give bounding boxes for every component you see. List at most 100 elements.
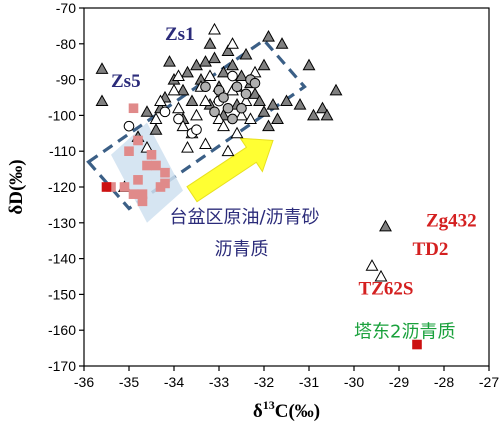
- data-point-triangle: [365, 259, 379, 271]
- data-point-triangle: [217, 119, 230, 132]
- data-point-triangle: [203, 37, 217, 49]
- data-point-triangle: [329, 83, 343, 96]
- x-axis-title: δ13C(‰): [253, 398, 320, 422]
- data-point-square: [412, 339, 422, 350]
- data-point-circle: [240, 88, 252, 100]
- data-point-triangle: [374, 269, 388, 282]
- annotation-label: 塔东2沥青质: [354, 321, 455, 342]
- data-point-square: [160, 167, 170, 178]
- x-tick-label: -35: [119, 374, 139, 390]
- data-point-triangle: [181, 65, 194, 78]
- data-point-circle: [249, 77, 261, 89]
- y-tick-label: -110: [49, 143, 76, 159]
- data-point-triangle: [235, 108, 248, 121]
- x-axis-title-suffix: C(‰): [275, 401, 320, 422]
- data-point-triangle: [221, 144, 235, 157]
- data-point-triangle: [208, 22, 221, 35]
- data-point-triangle: [320, 108, 334, 121]
- data-point-square: [124, 146, 134, 156]
- y-tick-label: -70: [56, 0, 76, 16]
- data-point-triangle: [185, 94, 199, 107]
- data-point-triangle: [275, 37, 289, 49]
- data-point-triangle: [167, 83, 181, 96]
- data-point-circle: [236, 102, 247, 114]
- data-point-triangle: [181, 140, 194, 153]
- data-point-triangle: [212, 112, 226, 124]
- data-point-triangle: [271, 112, 284, 124]
- x-tick-label: -31: [299, 374, 319, 390]
- data-point-circle: [159, 106, 171, 118]
- annotation-label: Zg432: [426, 210, 477, 231]
- data-point-triangle: [199, 55, 212, 67]
- region-dashed-box: [86, 38, 307, 211]
- data-point-triangle: [253, 94, 266, 107]
- data-point-circle: [200, 81, 211, 93]
- axes-layer: -36 -35 -34 -33 -32 -31 -30 -29 -28 -27 -170 -160 -1…: [48, 0, 499, 390]
- x-tick-label: -27: [479, 374, 499, 390]
- y-tick-label: -140: [48, 251, 76, 267]
- annotation-label: 台盆区原油/沥青砂: [170, 207, 320, 228]
- data-point-triangle: [208, 51, 221, 64]
- x-tick-label: -28: [434, 374, 454, 390]
- x-tick-label: -36: [74, 374, 94, 390]
- data-point-triangle: [293, 98, 307, 110]
- data-point-triangle: [95, 62, 109, 74]
- data-point-triangle: [163, 55, 176, 67]
- data-point-triangle: [302, 58, 316, 71]
- data-point-triangle: [316, 101, 329, 114]
- data-point-triangle: [235, 69, 248, 81]
- data-point-triangle: [149, 123, 163, 135]
- data-point-triangle: [176, 119, 190, 132]
- data-point-triangle: [190, 108, 203, 121]
- data-point-square: [137, 196, 148, 207]
- data-point-triangle: [172, 101, 185, 114]
- x-axis-title-prefix: δ: [253, 401, 263, 422]
- data-point-circle: [173, 113, 184, 125]
- annotation-label: TD2: [413, 239, 449, 260]
- x-tick-label: -34: [164, 374, 184, 390]
- y-tick-label: -90: [56, 72, 76, 88]
- trend-arrow: [186, 137, 274, 203]
- y-tick-label: -130: [48, 215, 76, 231]
- y-tick-label: -100: [48, 107, 76, 123]
- data-point-triangle: [190, 58, 203, 71]
- data-point-circle: [227, 113, 238, 125]
- data-point-circle: [218, 92, 229, 103]
- data-point-triangle: [379, 219, 392, 232]
- data-point-triangle: [226, 37, 239, 49]
- y-axis-title: δD(‰): [6, 159, 27, 214]
- data-point-square: [151, 160, 161, 171]
- y-tick-label: -120: [48, 179, 76, 195]
- data-point-triangle: [217, 65, 230, 78]
- data-point-triangle: [266, 98, 280, 110]
- data-point-triangle: [172, 69, 185, 81]
- data-point-square: [101, 182, 112, 192]
- data-point-square: [142, 160, 152, 171]
- x-tick-label: -33: [209, 374, 229, 390]
- data-point-triangle: [226, 58, 239, 71]
- data-point-square: [146, 149, 157, 160]
- points-layer: [95, 22, 422, 350]
- annotation-label: 沥青质: [215, 239, 269, 260]
- x-axis-title-sup: 13: [263, 398, 275, 412]
- data-point-triangle: [176, 83, 190, 96]
- data-point-triangle: [257, 105, 271, 117]
- data-point-square: [119, 182, 130, 192]
- data-point-triangle: [95, 94, 109, 107]
- data-point-triangle: [262, 119, 275, 132]
- data-point-square: [133, 175, 143, 185]
- arrow-layer: [186, 137, 274, 203]
- data-point-triangle: [307, 108, 320, 121]
- x-tick-label: -29: [389, 374, 409, 390]
- data-point-triangle: [154, 94, 167, 107]
- data-point-circle: [191, 124, 202, 136]
- data-point-triangle: [199, 94, 212, 107]
- data-point-triangle: [280, 94, 293, 107]
- data-point-circle: [123, 120, 135, 132]
- data-point-triangle: [149, 112, 163, 124]
- annotation-label: Zs1: [165, 24, 195, 45]
- data-point-square: [137, 189, 148, 199]
- data-point-triangle: [239, 47, 253, 60]
